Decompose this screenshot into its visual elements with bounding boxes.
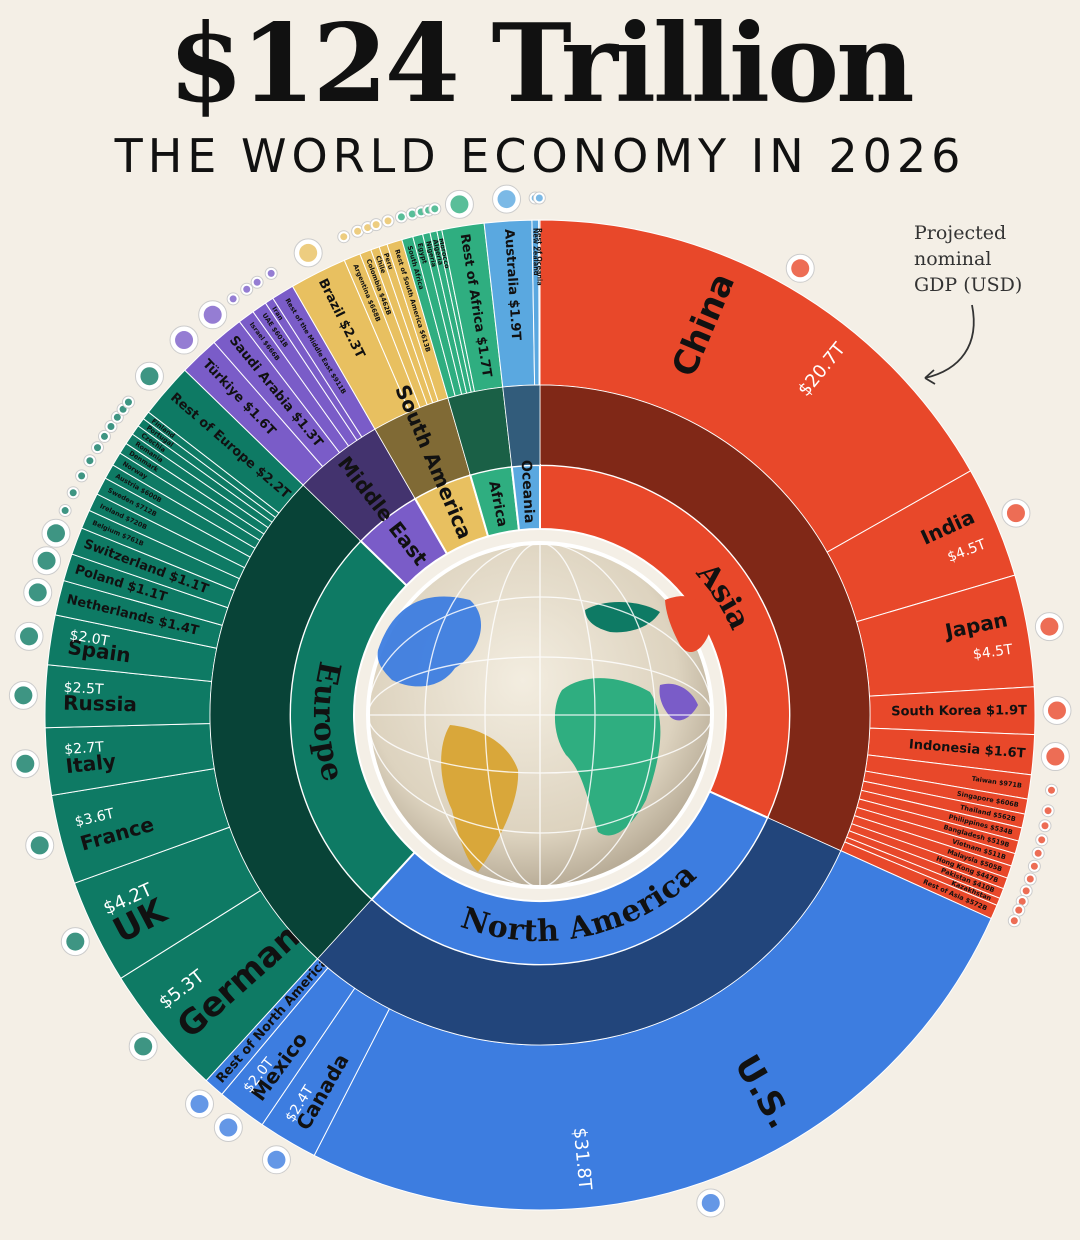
flag-mark-icon-rest-of-africa [450, 195, 469, 214]
flag-mark-icon-rest-of-north-america [190, 1095, 209, 1114]
note-arrow-icon [924, 304, 975, 385]
flag-mark-icon-israel [229, 295, 237, 303]
flag-mark-icon-brazil [299, 243, 318, 262]
flag-mark-icon-bangladesh [1034, 849, 1042, 857]
flag-mark-icon-saudi-arabia [203, 305, 222, 324]
country-label-rest-of-oceania: Rest of Oceania [535, 228, 543, 286]
country-label-russia: Russia [63, 691, 137, 717]
flag-mark-icon-finland [124, 398, 132, 406]
country-gdp-russia: $2.5T [63, 680, 104, 698]
flag-mark-icon-morocco [431, 205, 439, 213]
flag-mark-icon-rest-of-oceania [535, 194, 543, 202]
country-label-new-zealand: New Zealand [531, 228, 539, 276]
flag-mark-icon-australia [497, 190, 516, 209]
flag-mark-icon-germany [134, 1037, 153, 1056]
flag-mark-icon-rest-of-south-america [384, 217, 392, 225]
per-capita-band-asia [539, 384, 871, 852]
flag-mark-icon-kazakhstan [1015, 906, 1023, 914]
page-subtitle: THE WORLD ECONOMY IN 2026 [114, 129, 966, 183]
flag-mark-icon-rest-of-the-middle-east [267, 269, 275, 277]
flag-mark-icon-portugal [119, 405, 127, 413]
flag-mark-icon-belgium [61, 507, 69, 515]
region-label-oceania: Oceania [518, 460, 538, 524]
flag-mark-icon-vietnam [1030, 862, 1038, 870]
note-line: nominal [914, 248, 992, 270]
flag-mark-icon-philippines [1038, 836, 1046, 844]
flag-mark-icon-sweden [78, 472, 86, 480]
country-gdp-japan: $4.5T [972, 642, 1014, 663]
flag-mark-icon-india [1006, 504, 1025, 523]
flag-mark-icon-south-africa [397, 213, 405, 221]
flag-mark-icon-egypt [408, 210, 416, 218]
flag-mark-icon-china [791, 259, 810, 278]
flag-mark-icon-peru [372, 221, 380, 229]
flag-mark-icon-colombia [354, 227, 362, 235]
flag-mark-icon-russia [14, 686, 33, 705]
flag-mark-icon-thailand [1041, 822, 1049, 830]
country-label-italy: Italy [64, 749, 117, 778]
flag-mark-icon-poland [37, 551, 56, 570]
flag-mark-icon-pakistan [1018, 897, 1026, 905]
flag-mark-icon-france [30, 836, 49, 855]
flag-mark-icon-argentina [340, 233, 348, 241]
country-label-australia: Australia $1.9T [501, 229, 523, 341]
flag-mark-icon-u-s [701, 1193, 720, 1212]
note-line: Projected [914, 222, 1007, 244]
flag-mark-icon-rest-of-asia [1010, 917, 1018, 925]
flag-mark-icon-uk [66, 932, 85, 951]
flag-mark-icon-mexico [219, 1118, 238, 1137]
per-capita-band-north-america [316, 817, 842, 1046]
flag-mark-icon-romania [107, 423, 115, 431]
flag-mark-icon-austria [86, 457, 94, 465]
flag-mark-icon-japan [1040, 617, 1059, 636]
flag-mark-icon-indonesia [1046, 747, 1065, 766]
flag-mark-icon-canada [267, 1150, 286, 1169]
flag-mark-icon-ireland [69, 489, 77, 497]
flag-mark-icon-south-korea [1047, 701, 1066, 720]
note-line: GDP (USD) [914, 274, 1023, 296]
country-gdp-spain: $2.0T [68, 627, 110, 649]
flag-mark-icon-chile [364, 224, 372, 232]
flag-mark-icon-netherlands [28, 583, 47, 602]
flag-mark-icon-rest-of-europe [140, 367, 159, 386]
globe-illustration [366, 541, 714, 889]
flag-mark-icon-czechia [113, 413, 121, 421]
per-capita-band-europe [209, 484, 373, 960]
flag-mark-icon-uae [243, 285, 251, 293]
flag-mark-icon-malaysia [1026, 875, 1034, 883]
flag-mark-icon-norway [94, 444, 102, 452]
flag-mark-icon-iran [253, 278, 261, 286]
country-gdp-italy: $2.7T [64, 739, 105, 758]
flag-mark-icon-italy [16, 754, 35, 773]
projection-note: Projected nominal GDP (USD) [914, 220, 1054, 298]
flag-mark-icon-denmark [100, 432, 108, 440]
flag-mark-icon-hong-kong [1022, 887, 1030, 895]
flag-mark-icon-t-rkiye [175, 331, 194, 350]
flag-mark-icon-switzerland [46, 524, 65, 543]
country-label-south-korea: South Korea $1.9T [891, 703, 1027, 719]
page-title: $124 Trillion [168, 1, 914, 127]
flag-mark-icon-singapore [1044, 807, 1052, 815]
flag-mark-icon-spain [20, 627, 39, 646]
flag-mark-icon-taiwan [1048, 786, 1056, 794]
per-capita-band-oceania [502, 384, 541, 468]
